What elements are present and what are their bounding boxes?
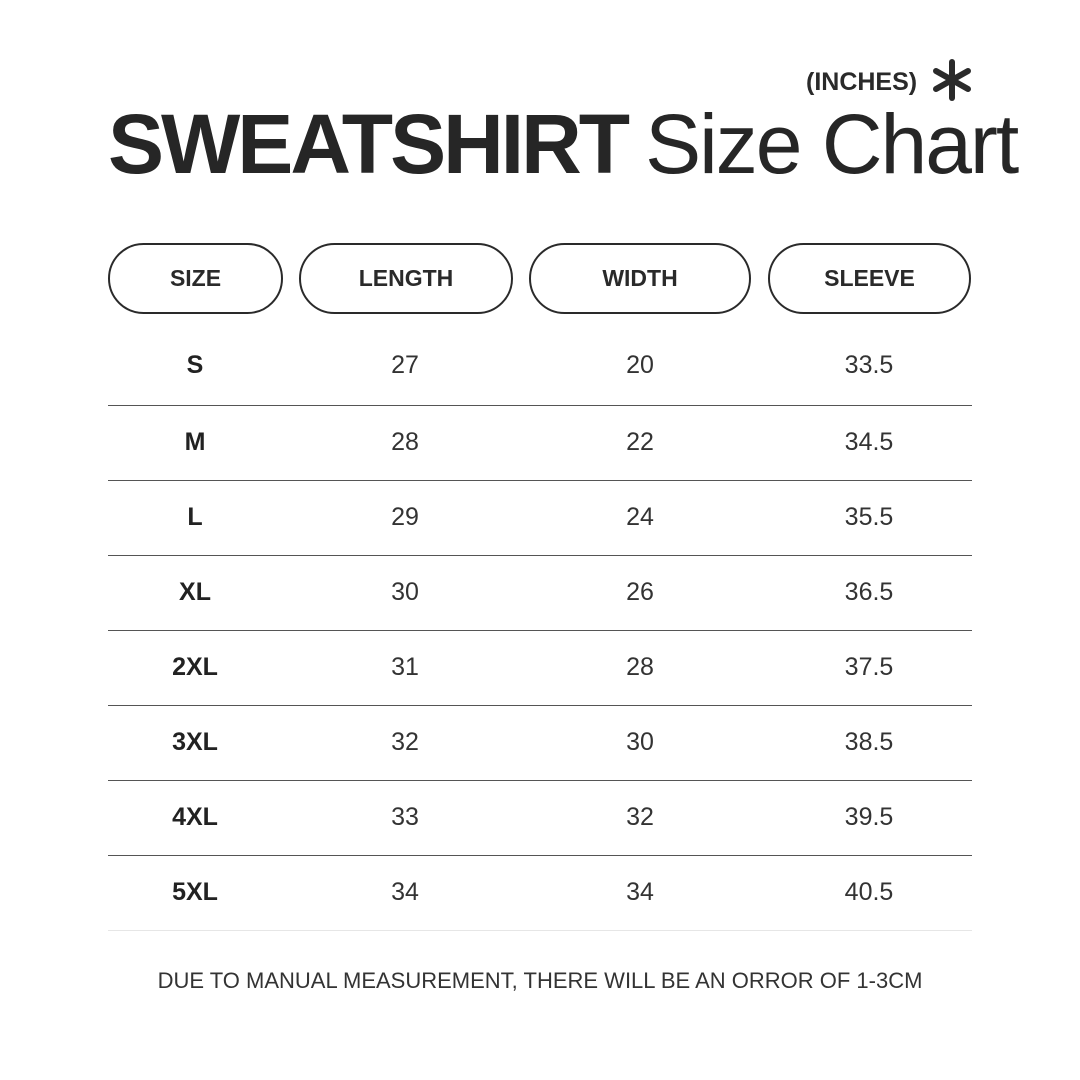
unit-label: (INCHES) [806, 68, 918, 96]
sleeve-cell: 33.5 [844, 351, 894, 379]
length-cell: 28 [391, 428, 419, 456]
length-cell: 34 [391, 878, 419, 906]
row-divider [108, 555, 972, 556]
row-divider [108, 855, 972, 856]
size-cell: 5XL [172, 878, 218, 906]
sleeve-cell: 37.5 [844, 653, 894, 681]
length-cell: 30 [391, 578, 419, 606]
width-cell: 32 [626, 803, 654, 831]
width-cell: 28 [626, 653, 654, 681]
length-cell: 33 [391, 803, 419, 831]
table-row: S 27 20 33.5 [108, 326, 972, 405]
row-divider [108, 705, 972, 706]
title-bold: SWEATSHIRT [108, 97, 630, 191]
row-divider [108, 630, 972, 631]
column-header-length: LENGTH [299, 243, 513, 314]
page-title: SWEATSHIRT Size Chart [108, 96, 1019, 192]
sleeve-cell: 35.5 [844, 503, 894, 531]
length-cell: 27 [391, 351, 419, 379]
table-row: 2XL 31 28 37.5 [108, 630, 972, 705]
width-cell: 22 [626, 428, 654, 456]
row-divider [108, 405, 972, 406]
measurement-note: DUE TO MANUAL MEASUREMENT, THERE WILL BE… [157, 968, 923, 993]
width-cell: 26 [626, 578, 654, 606]
asterisk-icon [933, 59, 971, 101]
table-row: 5XL 34 34 40.5 [108, 855, 972, 930]
size-cell: XL [179, 578, 211, 606]
table-row: L 29 24 35.5 [108, 480, 972, 555]
size-cell: 2XL [172, 653, 218, 681]
width-cell: 30 [626, 728, 654, 756]
sleeve-cell: 34.5 [844, 428, 894, 456]
size-cell: 3XL [172, 728, 218, 756]
column-header-sleeve: SLEEVE [768, 243, 971, 314]
length-cell: 32 [391, 728, 419, 756]
size-cell: L [187, 503, 203, 531]
width-cell: 34 [626, 878, 654, 906]
sleeve-cell: 38.5 [844, 728, 894, 756]
size-cell: 4XL [172, 803, 218, 831]
column-header-size: SIZE [108, 243, 283, 314]
width-cell: 20 [626, 351, 654, 379]
sleeve-cell: 36.5 [844, 578, 894, 606]
width-cell: 24 [626, 503, 654, 531]
size-cell: M [184, 428, 206, 456]
row-divider [108, 480, 972, 481]
length-cell: 29 [391, 503, 419, 531]
sleeve-cell: 40.5 [844, 878, 894, 906]
row-divider [108, 780, 972, 781]
sleeve-cell: 39.5 [844, 803, 894, 831]
title-light: Size Chart [645, 97, 1019, 191]
table-row: XL 30 26 36.5 [108, 555, 972, 630]
length-cell: 31 [391, 653, 419, 681]
table-row: M 28 22 34.5 [108, 405, 972, 480]
table-row: 3XL 32 30 38.5 [108, 705, 972, 780]
table-row: 4XL 33 32 39.5 [108, 780, 972, 855]
size-cell: S [186, 351, 204, 379]
column-header-width: WIDTH [529, 243, 751, 314]
row-divider [108, 930, 972, 931]
